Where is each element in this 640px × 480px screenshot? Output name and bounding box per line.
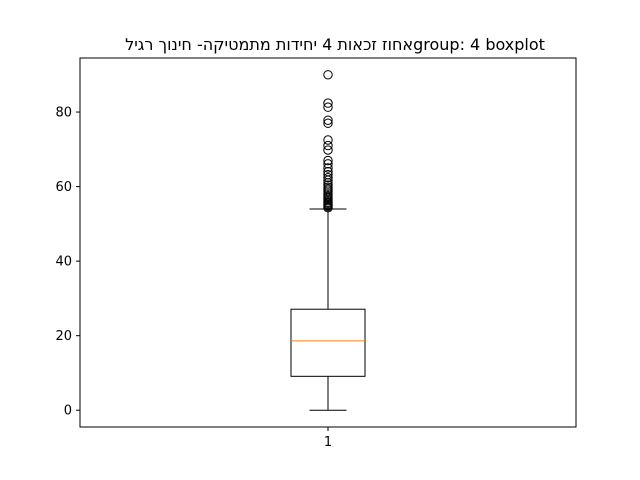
y-tick-label: 20: [55, 329, 72, 344]
outlier-point: [323, 166, 333, 177]
y-tick-label: 40: [55, 255, 72, 270]
iqr-box: [290, 308, 366, 377]
y-tick-label: 0: [64, 404, 72, 419]
outlier-point: [323, 163, 333, 173]
plot-frame: [79, 57, 577, 428]
outlier-point: [323, 145, 333, 155]
outlier-point: [323, 169, 333, 180]
outlier-point: [323, 118, 333, 128]
y-axis: 0 20 40 60 80: [55, 106, 80, 419]
outlier-point: [323, 115, 333, 125]
outlier-point: [323, 102, 333, 112]
outlier-point: [323, 140, 333, 151]
outlier-point: [323, 70, 333, 80]
x-tick-label: 1: [324, 435, 332, 450]
y-tick-label: 60: [55, 180, 72, 195]
outlier-group: [323, 70, 333, 213]
y-tick-label: 80: [55, 106, 72, 121]
outlier-point: [323, 182, 333, 193]
outlier-point: [323, 172, 333, 183]
box-group: [290, 208, 366, 411]
chart-title: אחוז זכאות 4 יחידות מתמטיקה- חינוך רגילg…: [125, 35, 545, 54]
outlier-point: [323, 135, 333, 145]
outlier-point: [323, 155, 333, 166]
outlier-point: [323, 180, 333, 190]
outlier-point: [323, 98, 333, 108]
x-axis: 1: [324, 427, 332, 450]
outlier-point: [323, 159, 333, 169]
